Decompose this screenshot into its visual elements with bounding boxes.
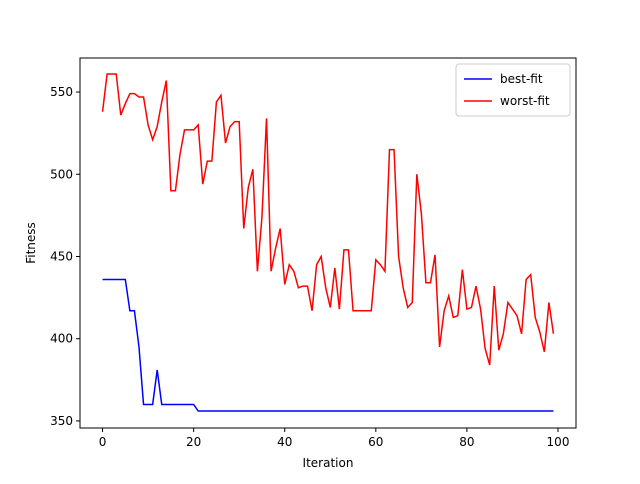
legend-label: worst-fit xyxy=(500,94,550,108)
y-tick-label: 400 xyxy=(50,332,73,346)
y-axis-label: Fitness xyxy=(24,222,38,264)
y-tick-label: 500 xyxy=(50,167,73,181)
legend-box xyxy=(455,63,571,117)
x-tick-label: 0 xyxy=(99,435,107,449)
plot-frame xyxy=(79,57,577,429)
x-tick-label: 60 xyxy=(368,435,383,449)
y-tick-label: 350 xyxy=(50,414,73,428)
x-tick-label: 40 xyxy=(277,435,292,449)
x-tick-label: 20 xyxy=(186,435,201,449)
y-tick-label: 450 xyxy=(50,249,73,263)
y-tick-label: 550 xyxy=(50,85,73,99)
legend-label: best-fit xyxy=(500,72,543,86)
x-axis-label: Iteration xyxy=(303,456,354,470)
x-tick-label: 100 xyxy=(547,435,570,449)
line-series xyxy=(102,278,554,412)
x-tick-label: 80 xyxy=(459,435,474,449)
line-series xyxy=(101,73,555,366)
